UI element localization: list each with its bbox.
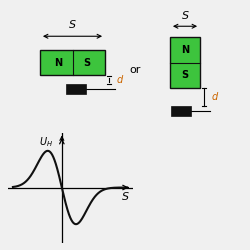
Text: N: N [181, 45, 189, 55]
Text: S: S [182, 11, 188, 21]
Text: S: S [83, 58, 90, 68]
Text: $U_H$: $U_H$ [39, 135, 53, 149]
Text: d: d [211, 92, 218, 102]
Text: N: N [54, 58, 62, 68]
Bar [170, 38, 200, 88]
Text: S: S [122, 192, 129, 202]
Text: d: d [116, 75, 122, 85]
Text: S: S [69, 20, 76, 30]
Bar [66, 84, 86, 94]
Text: S: S [182, 70, 188, 80]
Bar [40, 50, 105, 75]
Text: or: or [129, 65, 141, 75]
Bar [170, 106, 190, 116]
